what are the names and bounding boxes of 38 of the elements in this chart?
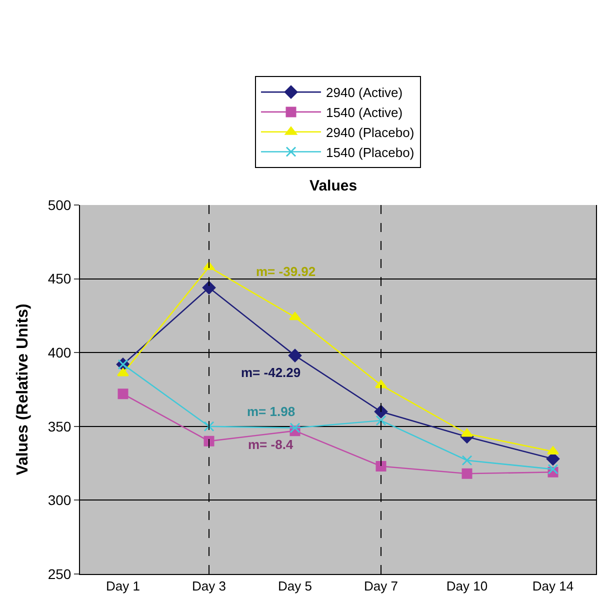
point [289,312,301,320]
x-tick-label: Day 5 [278,578,312,594]
point [204,421,214,432]
point [374,405,388,418]
point [288,348,302,362]
x-tick-label: Day 1 [106,578,140,594]
x-tick-label: Day 10 [446,578,488,594]
legend-label: 1540 (Placebo) [326,144,414,160]
point [117,368,129,376]
annotation: m= -42.29 [241,365,301,380]
x-tick-label: Day 14 [532,578,574,594]
legend-label: 2940 (Placebo) [326,124,414,140]
point [548,464,558,474]
point [547,446,559,454]
point [461,428,473,437]
point [118,388,128,400]
legend-label: 1540 (Active) [326,105,403,120]
y-tick-label: 250 [48,566,72,582]
point [376,415,386,426]
x-tick-label: Day 3 [192,578,226,594]
y-tick-label: 400 [48,344,72,360]
x-tick-label: Day 7 [364,578,398,594]
y-tick-label: 350 [48,418,72,434]
annotation: m= -39.92 [256,264,316,279]
annotation: m= -8.4 [248,437,294,452]
point [462,468,472,479]
y-tick-label: 300 [48,492,72,508]
y-axis-title: Values (Relative Units) [14,304,32,476]
point [202,281,216,294]
point [462,455,472,466]
y-tick-label: 450 [48,270,72,287]
chart-title: Values [310,178,358,194]
annotation: m= 1.98 [247,404,296,419]
point [376,461,386,472]
y-tick-label: 500 [48,196,72,213]
point [204,436,214,446]
legend-label: 2940 (Active) [326,85,403,100]
point [290,422,300,434]
